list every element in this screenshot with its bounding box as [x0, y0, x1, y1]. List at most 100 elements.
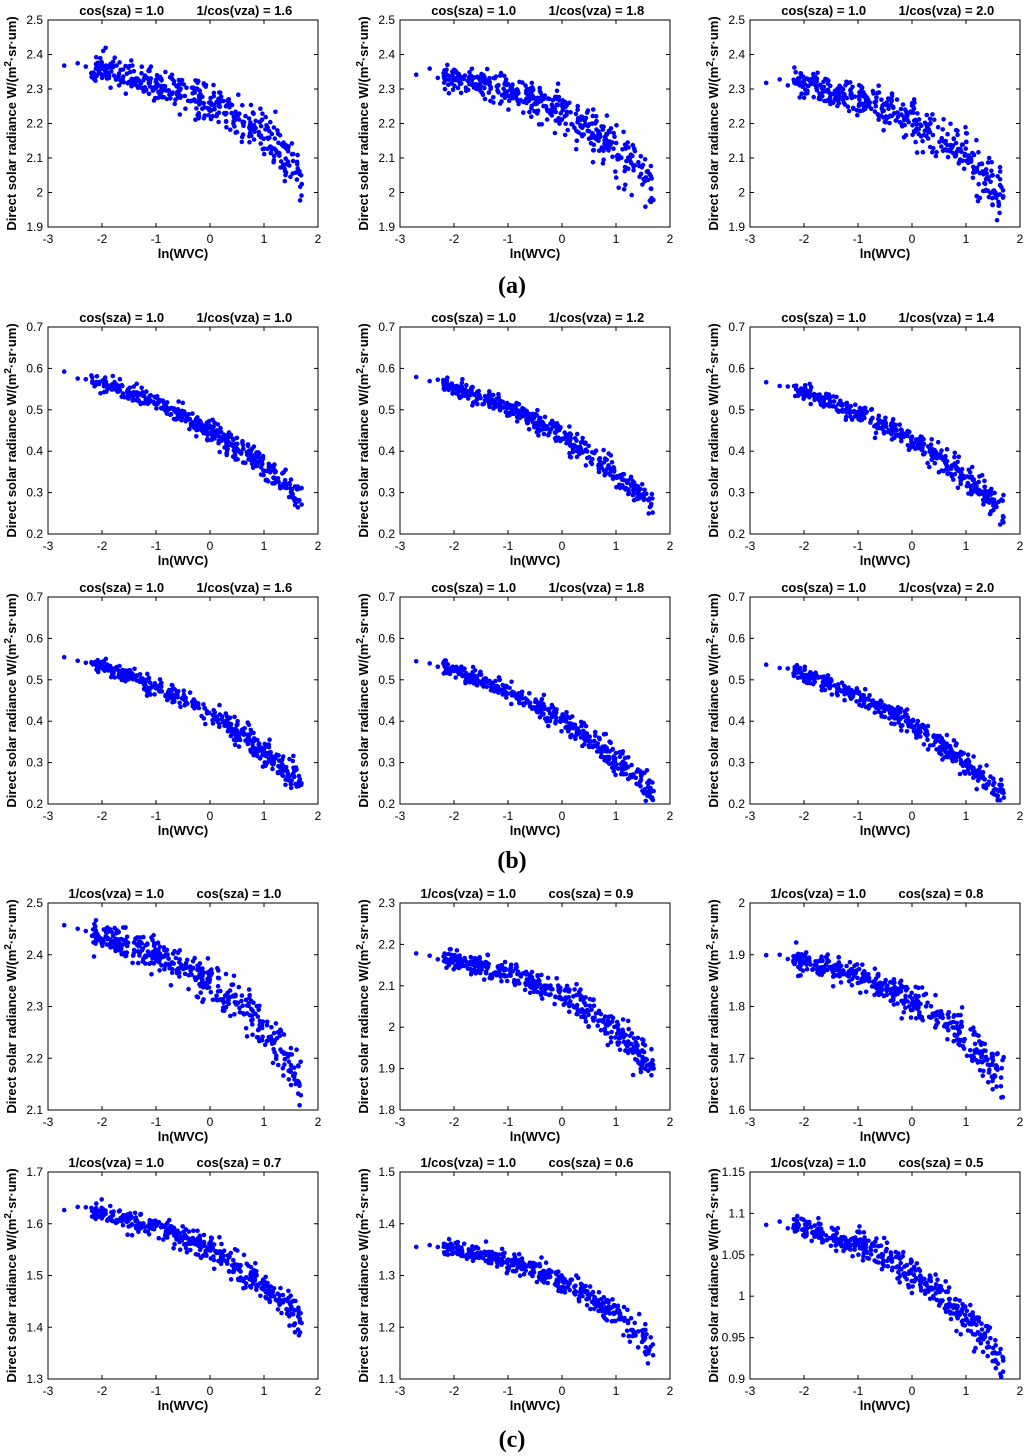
- data-point: [533, 697, 538, 702]
- data-point: [75, 376, 80, 381]
- data-point: [613, 140, 619, 146]
- data-point: [894, 428, 899, 433]
- data-point: [290, 772, 295, 778]
- data-point: [825, 77, 830, 82]
- data-point: [610, 154, 615, 160]
- data-point: [211, 424, 216, 430]
- data-point: [914, 122, 920, 127]
- data-point: [876, 117, 881, 122]
- data-point: [882, 708, 887, 714]
- data-point: [283, 142, 289, 148]
- data-point: [840, 97, 846, 102]
- data-point: [595, 1023, 600, 1028]
- data-point: [927, 129, 933, 135]
- data-point: [117, 60, 122, 65]
- data-point: [564, 440, 569, 446]
- data-point: [648, 163, 654, 169]
- data-point: [254, 463, 259, 469]
- data-point: [982, 478, 987, 484]
- data-point: [116, 672, 122, 677]
- data-point: [486, 90, 492, 95]
- data-point: [646, 511, 651, 516]
- data-point: [894, 97, 900, 102]
- data-point: [225, 999, 230, 1004]
- x-tick-label: 1: [963, 809, 970, 823]
- data-point: [639, 1037, 645, 1042]
- data-point: [258, 106, 263, 111]
- data-point: [920, 138, 925, 144]
- data-point: [152, 954, 157, 960]
- data-point: [268, 756, 273, 762]
- chart-title-right: 1/cos(vza) = 1.2: [549, 310, 645, 325]
- data-point: [121, 937, 126, 943]
- data-point: [516, 691, 522, 696]
- data-point: [989, 497, 995, 502]
- data-point: [611, 769, 617, 774]
- data-point: [982, 180, 987, 186]
- y-axis-label: Direct solar radiance W/(m2·sr·um): [3, 16, 19, 230]
- data-point: [989, 168, 994, 174]
- y-tick-label: 0.3: [378, 756, 395, 770]
- data-point: [206, 113, 211, 118]
- chart-grid: cos(sza) = 1.0 1/cos(vza) = 1.6-3 -2 -1 0 1 21…: [3, 3, 1024, 1413]
- data-point: [204, 985, 210, 991]
- y-axis-label: Direct solar radiance W/(m2·sr·um): [3, 323, 19, 537]
- y-axis-label-tail: ·sr·um): [706, 593, 721, 638]
- data-point: [785, 666, 791, 671]
- data-point: [228, 1013, 233, 1019]
- data-point: [148, 692, 153, 697]
- data-point: [533, 707, 539, 713]
- data-point: [936, 469, 942, 475]
- data-point: [277, 486, 283, 491]
- x-tick-label: 0: [559, 232, 566, 246]
- data-point: [625, 1018, 631, 1024]
- x-tick-label: 1: [261, 1115, 268, 1129]
- data-point: [899, 112, 904, 117]
- data-point: [935, 124, 941, 130]
- data-point: [251, 123, 257, 128]
- data-point: [243, 1025, 249, 1031]
- y-tick-label: 2.5: [26, 13, 43, 27]
- data-point: [944, 741, 949, 746]
- data-point: [495, 402, 500, 407]
- data-point: [517, 700, 522, 706]
- data-point: [622, 142, 628, 147]
- data-point: [963, 124, 968, 130]
- data-point: [443, 386, 448, 391]
- data-point: [533, 412, 538, 417]
- data-point: [181, 692, 187, 698]
- data-point: [846, 405, 851, 411]
- data-point: [103, 63, 109, 68]
- data-point: [441, 659, 447, 665]
- y-tick-label: 2.2: [728, 117, 745, 131]
- y-axis-label-main: Direct solar radiance W/(m: [4, 644, 19, 808]
- data-point: [136, 398, 142, 403]
- data-point: [597, 459, 603, 464]
- x-tick-label: -2: [799, 232, 810, 246]
- x-tick-label: 2: [315, 232, 322, 246]
- data-point: [559, 117, 565, 122]
- data-point: [211, 102, 216, 108]
- data-point: [567, 726, 573, 732]
- data-point: [798, 71, 803, 76]
- y-tick-label: 0.6: [728, 631, 745, 645]
- data-point: [929, 437, 934, 442]
- data-point: [529, 106, 534, 111]
- x-tick-label: 1: [261, 809, 268, 823]
- data-point: [522, 413, 528, 419]
- x-tick-label: -2: [799, 809, 810, 823]
- data-point: [829, 692, 835, 697]
- data-point: [163, 963, 168, 969]
- data-point: [930, 112, 935, 117]
- data-point: [192, 97, 197, 102]
- y-axis-label-sup: 2: [705, 368, 716, 374]
- data-point: [641, 176, 647, 182]
- data-point: [176, 399, 181, 404]
- data-point: [271, 761, 277, 767]
- data-point: [523, 700, 529, 706]
- data-point: [294, 784, 300, 789]
- data-point: [604, 113, 610, 118]
- data-point: [984, 497, 989, 503]
- y-tick-label: 0.5: [728, 403, 745, 417]
